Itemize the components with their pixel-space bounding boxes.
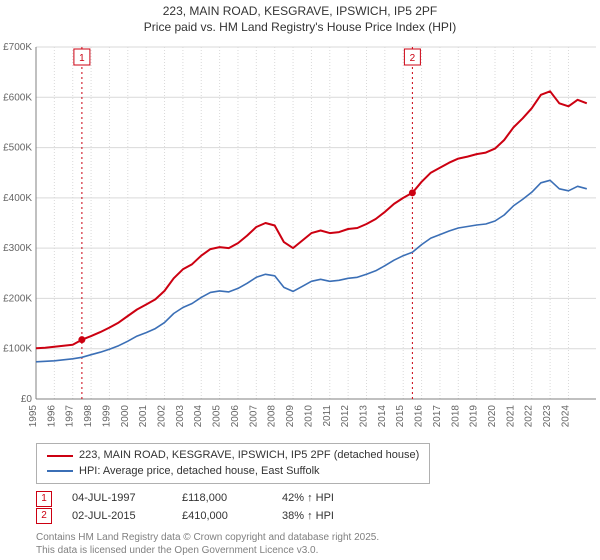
svg-text:1: 1 [79, 53, 85, 64]
svg-text:2016: 2016 [414, 405, 425, 428]
svg-text:2005: 2005 [212, 405, 223, 428]
svg-text:2007: 2007 [248, 405, 259, 428]
chart-title-line2: Price paid vs. HM Land Registry's House … [0, 20, 600, 36]
sale-marker-badge-1: 1 [36, 491, 52, 507]
sale-marker-date-1: 04-JUL-1997 [72, 490, 162, 508]
sale-markers-table: 1 04-JUL-1997 £118,000 42% ↑ HPI 2 02-JU… [36, 490, 600, 525]
chart-container: £0 £100K £200K £300K £400K £500K £600K £700K 199… [0, 37, 600, 437]
svg-text:£600K: £600K [3, 92, 32, 103]
sale-marker-row-1: 1 04-JUL-1997 £118,000 42% ↑ HPI [36, 490, 600, 508]
attribution-line1: Contains HM Land Registry data © Crown c… [36, 531, 600, 544]
svg-text:1995: 1995 [28, 405, 39, 428]
svg-text:£500K: £500K [3, 143, 32, 154]
legend: 223, MAIN ROAD, KESGRAVE, IPSWICH, IP5 2… [36, 443, 430, 484]
svg-text:1999: 1999 [101, 405, 112, 428]
svg-text:£300K: £300K [3, 243, 32, 254]
svg-text:1996: 1996 [46, 405, 57, 428]
svg-text:2003: 2003 [175, 405, 186, 428]
svg-text:£0: £0 [21, 394, 33, 405]
legend-swatch-price-paid [47, 455, 73, 457]
svg-text:2011: 2011 [322, 405, 333, 427]
svg-text:2012: 2012 [340, 405, 351, 428]
svg-text:2022: 2022 [524, 405, 535, 428]
chart-title-line1: 223, MAIN ROAD, KESGRAVE, IPSWICH, IP5 2… [0, 4, 600, 20]
svg-text:1997: 1997 [65, 405, 76, 428]
attribution: Contains HM Land Registry data © Crown c… [36, 531, 600, 557]
svg-text:1998: 1998 [83, 405, 94, 428]
chart-svg: £0 £100K £200K £300K £400K £500K £600K £700K 199… [0, 37, 600, 437]
attribution-line2: This data is licensed under the Open Gov… [36, 544, 600, 557]
svg-text:2010: 2010 [303, 405, 314, 428]
sale-marker-date-2: 02-JUL-2015 [72, 508, 162, 526]
legend-item-price-paid: 223, MAIN ROAD, KESGRAVE, IPSWICH, IP5 2… [47, 448, 419, 463]
svg-text:2004: 2004 [193, 405, 204, 428]
svg-text:£100K: £100K [3, 344, 32, 355]
svg-text:£400K: £400K [3, 193, 32, 204]
svg-text:£700K: £700K [3, 42, 32, 53]
svg-text:2000: 2000 [120, 405, 131, 428]
svg-text:2024: 2024 [560, 405, 571, 428]
sale-marker-hpi-1: 42% ↑ HPI [282, 490, 334, 508]
svg-text:2017: 2017 [432, 405, 443, 428]
svg-text:2001: 2001 [138, 405, 149, 428]
svg-text:2019: 2019 [469, 405, 480, 428]
sale-marker-badge-2: 2 [36, 508, 52, 524]
svg-text:2: 2 [410, 53, 416, 64]
legend-label-hpi: HPI: Average price, detached house, East… [79, 464, 320, 479]
sale-marker-price-2: £410,000 [182, 508, 262, 526]
legend-label-price-paid: 223, MAIN ROAD, KESGRAVE, IPSWICH, IP5 2… [79, 448, 419, 463]
chart-title-block: 223, MAIN ROAD, KESGRAVE, IPSWICH, IP5 2… [0, 0, 600, 37]
svg-text:2002: 2002 [157, 405, 168, 428]
svg-text:2021: 2021 [505, 405, 516, 428]
sale-marker-hpi-2: 38% ↑ HPI [282, 508, 334, 526]
svg-text:2018: 2018 [450, 405, 461, 428]
svg-text:2008: 2008 [267, 405, 278, 428]
svg-text:2020: 2020 [487, 405, 498, 428]
svg-text:2014: 2014 [377, 405, 388, 428]
svg-text:2013: 2013 [358, 405, 369, 428]
legend-swatch-hpi [47, 470, 73, 472]
svg-text:2015: 2015 [395, 405, 406, 428]
svg-text:2023: 2023 [542, 405, 553, 428]
svg-text:2009: 2009 [285, 405, 296, 428]
svg-text:£200K: £200K [3, 294, 32, 305]
svg-text:2006: 2006 [230, 405, 241, 428]
legend-item-hpi: HPI: Average price, detached house, East… [47, 464, 419, 479]
sale-marker-row-2: 2 02-JUL-2015 £410,000 38% ↑ HPI [36, 508, 600, 526]
sale-marker-price-1: £118,000 [182, 490, 262, 508]
